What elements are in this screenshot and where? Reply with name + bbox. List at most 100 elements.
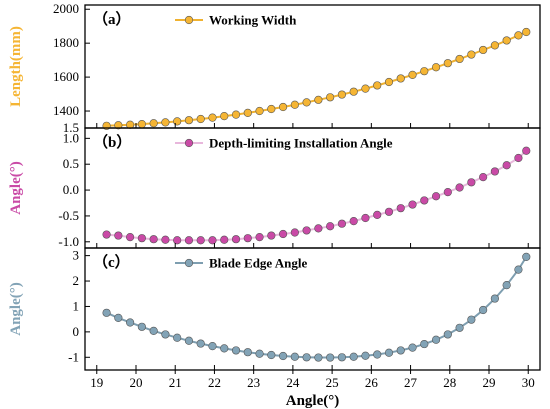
data-point <box>349 217 358 226</box>
data-point <box>443 330 452 339</box>
plot-frame <box>84 4 541 129</box>
data-point <box>396 204 405 213</box>
y-tick-label: 2 <box>73 273 80 288</box>
y-tick-label: 1600 <box>53 69 79 84</box>
data-point <box>314 353 323 362</box>
data-point <box>502 281 511 290</box>
data-point <box>467 315 476 324</box>
legend-marker <box>184 138 194 148</box>
data-point <box>326 93 335 102</box>
data-point <box>243 108 252 118</box>
data-point <box>278 102 288 112</box>
data-point <box>373 350 382 359</box>
data-point <box>514 31 523 40</box>
data-point <box>431 335 441 344</box>
y-tick-label: 1.0 <box>63 130 79 145</box>
panel-label: （b） <box>93 133 131 151</box>
y-tick-label: 1.5 <box>63 120 79 135</box>
panel-c: -1 0 1 2 3 Angle(°) （c） Blade Edge Angle <box>8 247 541 371</box>
data-point <box>479 173 488 182</box>
data-point <box>208 113 217 122</box>
data-point <box>231 110 241 119</box>
data-point <box>114 313 123 322</box>
x-tick-label: 22 <box>208 375 221 390</box>
data-point <box>114 231 123 240</box>
data-point <box>302 226 311 235</box>
data-point <box>337 219 347 228</box>
data-point <box>196 339 205 348</box>
data-point <box>420 196 429 205</box>
data-point <box>208 236 217 245</box>
data-point <box>479 45 488 55</box>
data-point <box>502 161 511 170</box>
data-point <box>161 235 170 244</box>
data-point <box>349 352 358 361</box>
data-point <box>243 234 252 243</box>
data-point <box>302 353 311 362</box>
y-tick-label: -1 <box>68 349 79 364</box>
data-point <box>149 119 158 128</box>
data-point <box>255 233 264 242</box>
y-tick-label: -1.0 <box>58 234 79 249</box>
data-point <box>396 74 405 83</box>
panel-b: -1.0 -0.5 0.0 0.5 1.0 Angle(°) （b） Depth-limiti… <box>8 127 541 249</box>
data-point <box>479 305 488 315</box>
data-point <box>267 104 276 114</box>
series-line <box>106 256 528 359</box>
x-tick-label: 30 <box>522 375 535 390</box>
data-point <box>102 230 111 239</box>
legend-marker <box>184 15 194 25</box>
plot-frame <box>84 247 541 371</box>
data-point <box>490 294 499 303</box>
data-point <box>522 252 531 261</box>
data-point <box>455 183 464 192</box>
data-point <box>137 119 146 129</box>
y-tick-label: -0.5 <box>58 208 79 223</box>
y-tick-label: 2000 <box>53 1 79 16</box>
x-tick-label: 28 <box>443 375 456 390</box>
legend-label: Depth-limiting Installation Angle <box>209 136 393 151</box>
data-point <box>384 77 394 87</box>
data-point <box>514 265 523 274</box>
data-point <box>173 236 182 245</box>
data-point <box>396 346 405 355</box>
data-point <box>290 352 299 361</box>
x-tick-label: 19 <box>90 375 103 390</box>
data-point <box>431 63 441 72</box>
y-tick-label: 1 <box>73 298 80 313</box>
data-point <box>408 70 417 79</box>
x-tick-label: 27 <box>404 375 418 390</box>
data-point <box>220 344 229 353</box>
data-point <box>361 351 370 360</box>
y-axis-label: Angle(°) <box>8 282 24 336</box>
data-point <box>196 114 205 124</box>
x-tick-label: 21 <box>169 375 182 390</box>
data-point <box>408 200 417 209</box>
data-point <box>420 339 429 349</box>
data-point <box>255 106 264 116</box>
y-tick-label: 0 <box>73 324 80 339</box>
data-point <box>467 50 476 59</box>
data-point <box>220 235 229 244</box>
x-tick-label: 25 <box>326 375 339 390</box>
legend-marker <box>184 258 194 268</box>
data-point <box>255 349 264 358</box>
data-point <box>420 67 429 76</box>
x-tick-label: 29 <box>483 375 496 390</box>
data-point <box>337 353 347 362</box>
data-point <box>337 90 347 99</box>
data-point <box>184 336 194 345</box>
data-point <box>326 353 335 362</box>
data-point <box>290 228 299 237</box>
data-point <box>184 116 194 125</box>
data-point <box>455 54 464 64</box>
data-point <box>349 87 358 96</box>
legend-label: Working Width <box>209 13 297 28</box>
y-axis-label: Length(mm) <box>8 26 24 107</box>
data-point <box>161 330 170 339</box>
data-point <box>173 333 182 342</box>
data-point <box>455 323 464 332</box>
data-point <box>361 213 370 223</box>
data-point <box>278 229 288 239</box>
